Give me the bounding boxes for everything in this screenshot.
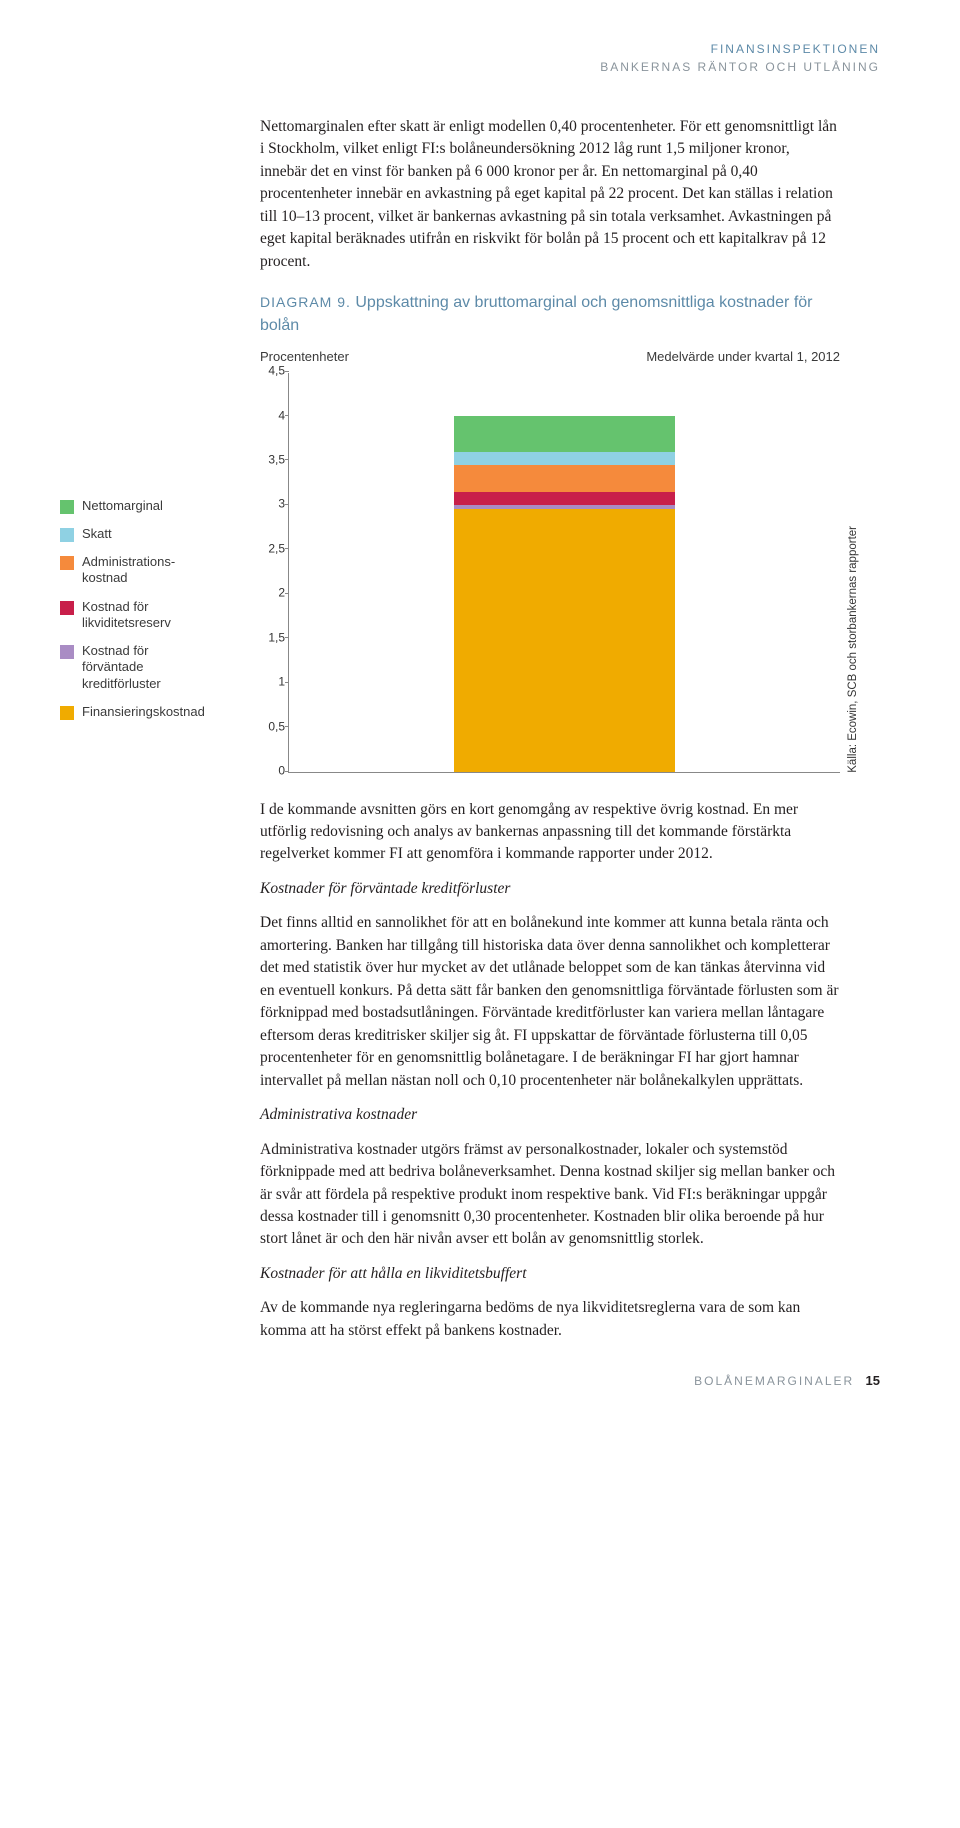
ytick-label: 3	[257, 496, 285, 513]
legend-swatch	[60, 601, 74, 615]
ytick-mark	[285, 504, 289, 505]
ytick-label: 0	[257, 763, 285, 780]
legend-swatch	[60, 556, 74, 570]
legend-swatch	[60, 528, 74, 542]
footer-page-number: 15	[866, 1373, 880, 1388]
sub2-body: Administrativa kostnader utgörs främst a…	[260, 1139, 840, 1251]
legend-item-admin: Administrations­kostnad	[60, 554, 210, 587]
page: FINANSINSPEKTIONEN BANKERNAS RÄNTOR OCH …	[0, 0, 960, 1431]
ytick-mark	[285, 548, 289, 549]
legend-label: Finansierings­kostnad	[82, 704, 205, 720]
legend-item-kredit: Kostnad för förväntade kreditförluster	[60, 643, 210, 692]
bar-segment-skatt	[454, 452, 674, 465]
sub3-body: Av de kommande nya regleringarna bedöms …	[260, 1297, 840, 1342]
ytick-label: 1,5	[257, 629, 285, 646]
body-text: I de kommande avsnitten görs en kort gen…	[260, 799, 840, 1343]
paragraph-1: Nettomarginalen efter skatt är enligt mo…	[260, 116, 840, 273]
bar-segment-finans	[454, 509, 674, 771]
paragraph-2: I de kommande avsnitten görs en kort gen…	[260, 799, 840, 866]
legend-label: Kostnad för likviditetsreserv	[82, 599, 210, 632]
diagram-number: DIAGRAM 9.	[260, 294, 351, 310]
ytick-label: 1	[257, 674, 285, 691]
legend-label: Skatt	[82, 526, 112, 542]
page-footer: BOLÅNEMARGINALER 15	[60, 1372, 880, 1391]
running-head-line2: BANKERNAS RÄNTOR OCH UTLÅNING	[60, 58, 880, 76]
chart-block: Nettomarginal Skatt Administrations­kostna…	[60, 348, 880, 773]
legend-label: Kostnad för förväntade kreditförluster	[82, 643, 210, 692]
ytick-mark	[285, 771, 289, 772]
bar-segment-likvid	[454, 492, 674, 505]
chart-column: Procentenheter Medelvärde under kvartal …	[260, 348, 840, 773]
ytick-label: 3,5	[257, 452, 285, 469]
chart-headers: Procentenheter Medelvärde under kvartal …	[260, 348, 840, 367]
stacked-bar	[454, 416, 674, 772]
footer-section: BOLÅNEMARGINALER	[694, 1374, 854, 1388]
legend-swatch	[60, 706, 74, 720]
subhead-1: Kostnader för förväntade kreditförluster	[260, 878, 840, 900]
legend-item-skatt: Skatt	[60, 526, 210, 542]
chart-legend: Nettomarginal Skatt Administrations­kostna…	[60, 348, 260, 733]
ytick-mark	[285, 726, 289, 727]
ytick-mark	[285, 637, 289, 638]
legend-label: Nettomarginal	[82, 498, 163, 514]
ytick-mark	[285, 371, 289, 372]
subhead-2: Administrativa kostnader	[260, 1104, 840, 1126]
bar-segment-admin	[454, 465, 674, 492]
ytick-label: 2	[257, 585, 285, 602]
diagram-caption: DIAGRAM 9. Uppskattning av bruttomargina…	[260, 291, 840, 337]
chart-subtitle: Medelvärde under kvartal 1, 2012	[646, 348, 840, 367]
legend-swatch	[60, 500, 74, 514]
ytick-label: 4,5	[257, 363, 285, 380]
legend-swatch	[60, 645, 74, 659]
bar-segment-nettomarginal	[454, 416, 674, 452]
intro-paragraph-block: Nettomarginalen efter skatt är enligt mo…	[260, 116, 840, 338]
legend-item-finans: Finansierings­kostnad	[60, 704, 210, 720]
running-head-line1: FINANSINSPEKTIONEN	[60, 40, 880, 58]
chart-area: 00,511,522,533,544,5	[288, 373, 840, 773]
subhead-3: Kostnader för att hålla en likviditetsbu…	[260, 1263, 840, 1285]
ytick-label: 0,5	[257, 718, 285, 735]
legend-item-likvid: Kostnad för likviditetsreserv	[60, 599, 210, 632]
ytick-mark	[285, 593, 289, 594]
legend-label: Administrations­kostnad	[82, 554, 210, 587]
running-head: FINANSINSPEKTIONEN BANKERNAS RÄNTOR OCH …	[60, 40, 880, 76]
ytick-label: 4	[257, 407, 285, 424]
ytick-mark	[285, 682, 289, 683]
legend-item-nettomarginal: Nettomarginal	[60, 498, 210, 514]
ytick-mark	[285, 415, 289, 416]
ytick-mark	[285, 459, 289, 460]
chart-source: Källa: Ecowin, SCB och storbankernas rap…	[845, 526, 862, 773]
ytick-label: 2,5	[257, 541, 285, 558]
sub1-body: Det finns alltid en sannolikhet för att …	[260, 912, 840, 1092]
